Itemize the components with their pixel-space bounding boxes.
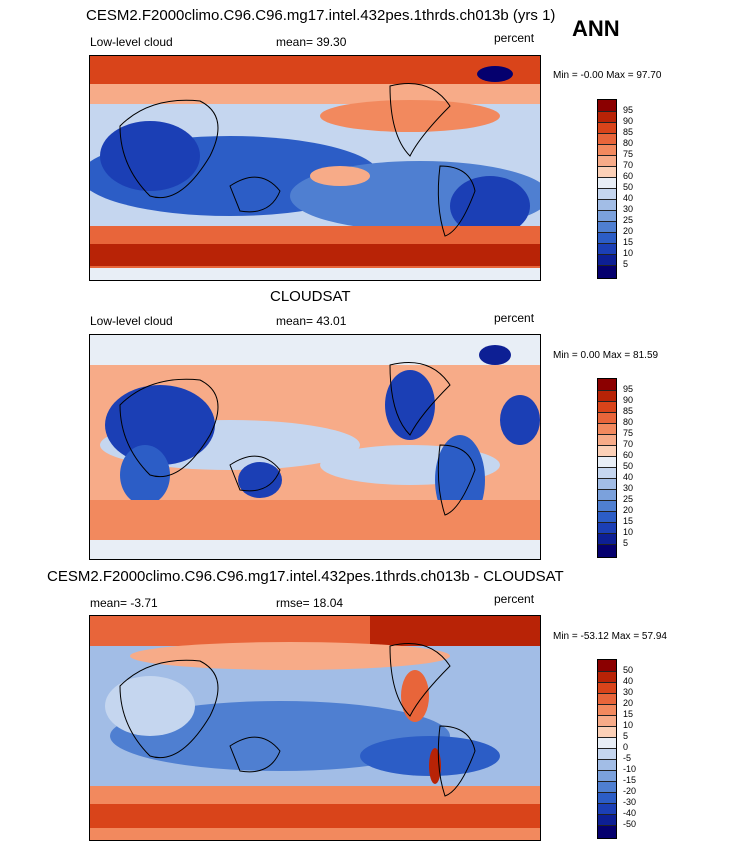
panel1-minmax: Min = -0.00 Max = 97.70 bbox=[553, 70, 662, 81]
tick: 30 bbox=[623, 483, 634, 493]
tick: 60 bbox=[623, 450, 634, 460]
tick: 15 bbox=[623, 709, 634, 719]
tick: 15 bbox=[623, 516, 634, 526]
panel3-map-field bbox=[90, 616, 540, 840]
tick: -15 bbox=[623, 775, 637, 785]
panel1-variable-label: Low-level cloud bbox=[90, 35, 173, 49]
panel2-variable-label: Low-level cloud bbox=[90, 314, 173, 328]
tick: 70 bbox=[623, 160, 634, 170]
tick: 95 bbox=[623, 384, 634, 394]
panel1-mean-label: mean= 39.30 bbox=[276, 35, 347, 49]
panel1-title: CESM2.F2000climo.C96.C96.mg17.intel.432p… bbox=[86, 7, 556, 24]
tick: 25 bbox=[623, 494, 634, 504]
tick: 50 bbox=[623, 665, 634, 675]
tick: 75 bbox=[623, 428, 634, 438]
tick: -40 bbox=[623, 808, 637, 818]
tick: -30 bbox=[623, 797, 637, 807]
tick: 50 bbox=[623, 182, 634, 192]
tick: 90 bbox=[623, 116, 634, 126]
tick: 0 bbox=[623, 742, 629, 752]
panel1-colorbar bbox=[597, 99, 617, 279]
tick: 10 bbox=[623, 527, 634, 537]
tick: 95 bbox=[623, 105, 634, 115]
tick: 5 bbox=[623, 538, 629, 548]
panel2-units-label: percent bbox=[494, 311, 535, 325]
tick: 20 bbox=[623, 226, 634, 236]
panel1-units-label: percent bbox=[494, 31, 535, 45]
tick: 5 bbox=[623, 259, 629, 269]
tick: -10 bbox=[623, 764, 637, 774]
panel3-mean-label: mean= -3.71 bbox=[90, 596, 158, 610]
tick: 40 bbox=[623, 472, 634, 482]
tick: 90 bbox=[623, 395, 634, 405]
panel1-map bbox=[89, 55, 541, 281]
tick: 5 bbox=[623, 731, 629, 741]
tick: 10 bbox=[623, 720, 634, 730]
tick: 30 bbox=[623, 204, 634, 214]
tick: 30 bbox=[623, 687, 634, 697]
panel3-colorbar bbox=[597, 659, 617, 839]
tick: 25 bbox=[623, 215, 634, 225]
panel2-title: CLOUDSAT bbox=[270, 288, 351, 305]
tick: 40 bbox=[623, 193, 634, 203]
panel2-map-field bbox=[90, 335, 540, 559]
panel2-map bbox=[89, 334, 541, 560]
panel2-minmax: Min = 0.00 Max = 81.59 bbox=[553, 350, 659, 361]
panel3-units-label: percent bbox=[494, 592, 535, 606]
panel1-map-field bbox=[90, 56, 540, 280]
tick: 80 bbox=[623, 417, 634, 427]
tick: 85 bbox=[623, 127, 634, 137]
tick: 85 bbox=[623, 406, 634, 416]
tick: 60 bbox=[623, 171, 634, 181]
tick: 20 bbox=[623, 698, 634, 708]
tick: 10 bbox=[623, 248, 634, 258]
panel3-rmse-label: rmse= 18.04 bbox=[276, 596, 344, 610]
panel3-minmax: Min = -53.12 Max = 57.94 bbox=[553, 631, 667, 642]
tick: 20 bbox=[623, 505, 634, 515]
tick: 75 bbox=[623, 149, 634, 159]
panel2-mean-label: mean= 43.01 bbox=[276, 314, 347, 328]
tick: -50 bbox=[623, 819, 637, 829]
panel3-map bbox=[89, 615, 541, 841]
tick: 50 bbox=[623, 461, 634, 471]
tick: 80 bbox=[623, 138, 634, 148]
tick: 15 bbox=[623, 237, 634, 247]
season-label: ANN bbox=[572, 16, 620, 41]
panel2-colorbar bbox=[597, 378, 617, 558]
tick: -20 bbox=[623, 786, 637, 796]
tick: -5 bbox=[623, 753, 632, 763]
tick: 70 bbox=[623, 439, 634, 449]
panel3-title: CESM2.F2000climo.C96.C96.mg17.intel.432p… bbox=[47, 568, 564, 585]
tick: 40 bbox=[623, 676, 634, 686]
